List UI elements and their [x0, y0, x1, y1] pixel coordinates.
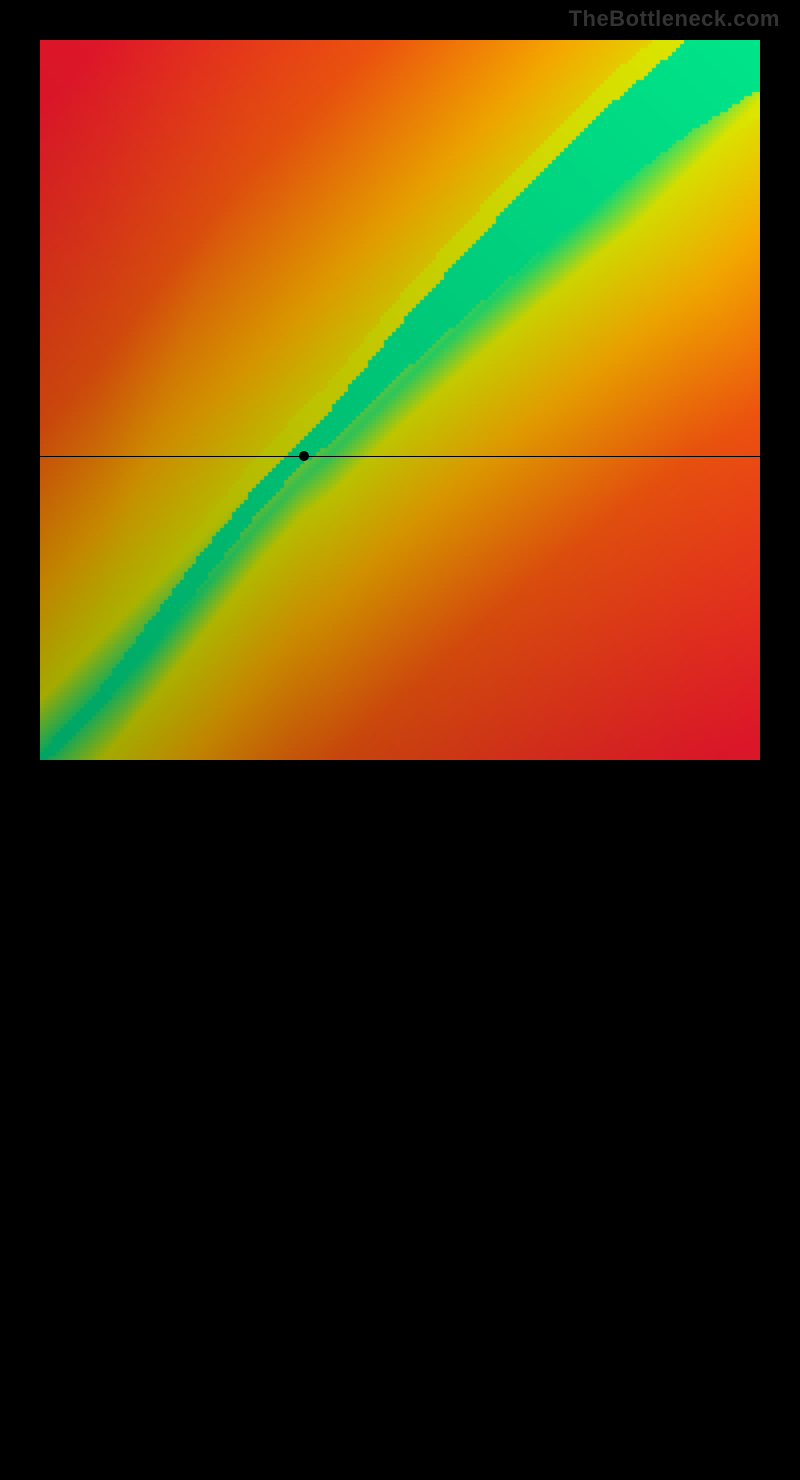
crosshair-vertical	[304, 760, 305, 1480]
heatmap-plot	[40, 40, 760, 760]
watermark-text: TheBottleneck.com	[569, 6, 780, 32]
data-point-marker	[299, 451, 309, 461]
crosshair-horizontal	[40, 456, 760, 457]
heatmap-canvas	[40, 40, 760, 760]
